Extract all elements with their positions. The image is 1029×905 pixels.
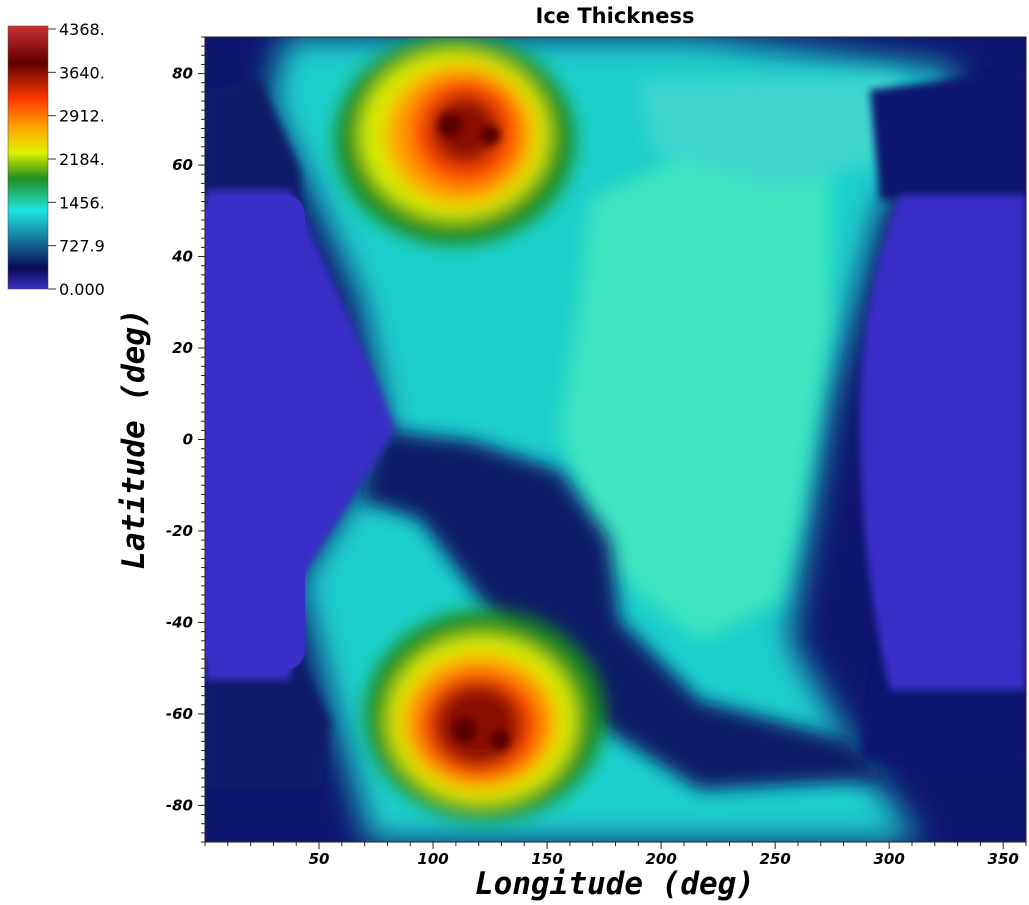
colorbar-tick-label: 4368. — [59, 20, 105, 39]
x-tick-label: 150 — [531, 850, 562, 868]
y-tick-label: 0 — [183, 431, 193, 449]
x-axis-label: Longitude (deg) — [475, 866, 755, 902]
y-axis-label: Latitude (deg) — [116, 308, 152, 569]
x-tick-label: 300 — [874, 850, 905, 868]
y-tick-label: 20 — [172, 339, 193, 357]
x-axis-ticks: 50 100 150 200 250 300 350 — [204, 842, 1027, 868]
heatmap-field — [205, 37, 1026, 842]
y-tick-label: -20 — [166, 522, 193, 540]
axes: 50 100 150 200 250 300 350 806040200-20-40-60-… — [116, 36, 1027, 902]
x-tick-label: 200 — [645, 850, 676, 868]
colorbar-tick-label: 3640. — [59, 63, 105, 82]
chart-title: Ice Thickness — [535, 4, 695, 28]
colorbar: 4368. 3640. 2912. 2184. 1456. 727.9 0.000 — [7, 20, 105, 299]
y-tick-label: 40 — [171, 248, 193, 266]
x-tick-label: 350 — [988, 850, 1019, 868]
colorbar-tick-label: 0.000 — [59, 280, 105, 299]
y-tick-label: 60 — [172, 156, 193, 174]
colorbar-tick-label: 1456. — [59, 193, 105, 212]
colorbar-gradient — [7, 25, 49, 290]
colorbar-tick-label: 2912. — [59, 107, 105, 126]
colorbar-tick-label: 2184. — [59, 150, 105, 169]
y-tick-label: -60 — [166, 705, 193, 723]
colorbar-tick-label: 727.9 — [59, 237, 105, 256]
x-tick-label: 50 — [309, 850, 330, 868]
x-tick-label: 100 — [417, 850, 448, 868]
y-tick-label: -40 — [166, 613, 193, 631]
y-tick-label: -80 — [166, 796, 193, 814]
x-tick-label: 250 — [759, 850, 790, 868]
y-tick-label: 80 — [172, 65, 193, 83]
y-axis-ticks: 80 60 40 20 0 -20 -40 -60 -80 — [166, 36, 205, 843]
